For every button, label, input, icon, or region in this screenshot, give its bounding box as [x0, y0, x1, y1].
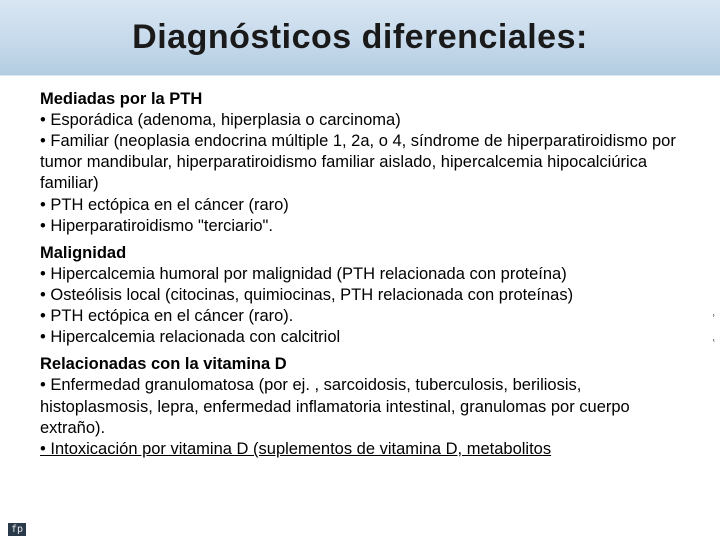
slide-container: Diagnósticos diferenciales: Mediadas por… [0, 0, 720, 540]
section-pth: Mediadas por la PTH • Esporádica (adenom… [40, 89, 680, 237]
section-heading-malignidad: Malignidad [40, 243, 680, 264]
slide-title: Diagnósticos diferenciales: [30, 18, 690, 57]
bullet: • Hiperparatiroidismo "terciario". [40, 216, 680, 237]
section-malignidad: Malignidad • Hipercalcemia humoral por m… [40, 243, 680, 349]
side-marks: ˒˓ [711, 300, 716, 350]
bullet: • Hipercalcemia relacionada con calcitri… [40, 327, 680, 348]
section-heading-pth: Mediadas por la PTH [40, 89, 680, 110]
bullet: • Esporádica (adenoma, hiperplasia o car… [40, 110, 680, 131]
bullet: • PTH ectópica en el cáncer (raro) [40, 195, 680, 216]
bullet: • Hipercalcemia humoral por malignidad (… [40, 264, 680, 285]
bullet-underlined: • Intoxicación por vitamina D (suplement… [40, 439, 680, 460]
bullet: • Enfermedad granulomatosa (por ej. , sa… [40, 375, 680, 438]
footer-badge: fp [8, 523, 26, 536]
bullet: • Familiar (neoplasia endocrina múltiple… [40, 131, 680, 194]
section-heading-vitd: Relacionadas con la vitamina D [40, 354, 680, 375]
content-box: Mediadas por la PTH • Esporádica (adenom… [30, 85, 690, 460]
section-vitd: Relacionadas con la vitamina D • Enferme… [40, 354, 680, 460]
bullet: • PTH ectópica en el cáncer (raro). [40, 306, 680, 327]
bullet: • Osteólisis local (citocinas, quimiocin… [40, 285, 680, 306]
